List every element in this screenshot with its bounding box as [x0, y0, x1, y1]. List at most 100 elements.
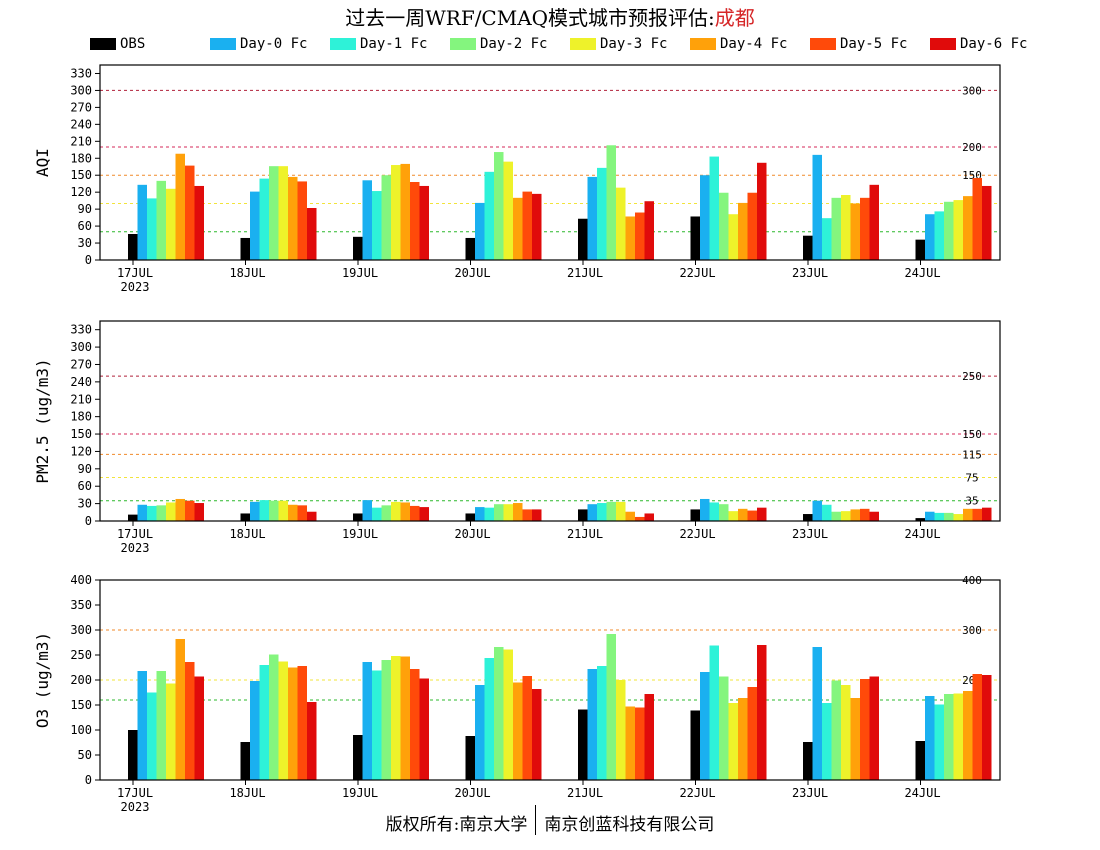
x-tick-label: 20JUL: [454, 786, 490, 800]
bar-day-6-fc: [532, 509, 542, 521]
bar-day-3-fc: [166, 502, 176, 521]
bar-day-0-fc: [700, 175, 710, 260]
bar-day-0-fc: [475, 202, 485, 260]
legend-swatch: [210, 38, 236, 50]
bar-day-1-fc: [709, 502, 719, 521]
bar-day-3-fc: [616, 680, 626, 780]
bar-day-0-fc: [925, 214, 935, 260]
bar-day-4-fc: [625, 216, 635, 260]
y-tick-label: 120: [70, 444, 92, 458]
bar-day-2-fc: [156, 671, 166, 780]
chart-panel-3: 400300200160050100150200250300350400O3 (…: [33, 573, 1001, 814]
bar-day-1-fc: [934, 512, 944, 521]
y-tick-label: 0: [85, 253, 92, 267]
chart-panel-2: 250 150 115 75 35 0 30 60 90 120 150 180 210 240 270 30…: [33, 320, 1001, 555]
legend-label: Day-4 Fc: [720, 36, 788, 52]
bar-obs: [690, 710, 700, 780]
bar-day-2-fc: [381, 505, 391, 521]
x-tick-label: 19JUL: [342, 266, 378, 280]
bar-day-1-fc: [934, 704, 944, 780]
bar-day-0-fc: [700, 672, 710, 780]
bar-obs: [915, 518, 925, 521]
chart-title-main: 过去一周WRF/CMAQ模式城市预报评估:: [345, 6, 715, 30]
bar-day-4-fc: [738, 508, 748, 521]
y-tick-label: 300: [70, 83, 92, 97]
bar-day-5-fc: [522, 191, 532, 260]
y-tick-label: 210: [70, 392, 92, 406]
bar-day-2-fc: [494, 504, 504, 521]
y-tick-label: 100: [70, 723, 92, 737]
bar-day-3-fc: [616, 501, 626, 521]
bar-day-6-fc: [194, 185, 204, 260]
y-tick-label: 270: [70, 357, 92, 371]
x-tick-label: 18JUL: [229, 266, 265, 280]
bar-obs: [578, 509, 588, 521]
x-tick-label: 23JUL: [792, 786, 828, 800]
bar-day-4-fc: [400, 163, 410, 260]
y-tick-label: 150: [70, 427, 92, 441]
y-tick-label: 50: [78, 748, 92, 762]
legend-item-day-4-fc: Day-4 Fc: [690, 34, 787, 54]
y-tick-label: 270: [70, 100, 92, 114]
bar-day-1-fc: [372, 191, 382, 260]
y-axis-label: AQI: [33, 148, 52, 177]
bar-obs: [690, 509, 700, 521]
bar-day-6-fc: [869, 676, 879, 780]
bar-day-3-fc: [841, 685, 851, 780]
bar-day-3-fc: [391, 501, 401, 521]
bar-day-4-fc: [850, 509, 860, 521]
bar-day-0-fc: [475, 507, 485, 521]
y-tick-label: 120: [70, 185, 92, 199]
x-tick-label: 24JUL: [904, 266, 940, 280]
bar-day-6-fc: [982, 185, 992, 260]
x-tick-label: 22JUL: [679, 527, 715, 541]
y-tick-label: 90: [78, 462, 92, 476]
y-tick-label: 30: [78, 236, 92, 250]
bar-day-1-fc: [597, 167, 607, 260]
bar-day-0-fc: [812, 647, 822, 780]
y-tick-label: 150: [70, 698, 92, 712]
bar-day-3-fc: [278, 166, 288, 260]
legend-item-day-6-fc: Day-6 Fc: [930, 34, 1027, 54]
bar-day-5-fc: [410, 182, 420, 260]
bar-day-4-fc: [738, 698, 748, 780]
legend-swatch: [690, 38, 716, 50]
bar-day-2-fc: [831, 511, 841, 521]
bar-day-4-fc: [625, 511, 635, 521]
legend-label: Day-3 Fc: [600, 36, 668, 52]
y-tick-label: 250: [70, 648, 92, 662]
bar-day-0-fc: [475, 685, 485, 780]
y-tick-label: 210: [70, 134, 92, 148]
bar-day-3-fc: [166, 683, 176, 780]
bar-day-1-fc: [372, 670, 382, 780]
y-axis-label: PM2.5 (ug/m3): [33, 358, 52, 483]
bar-day-4-fc: [175, 153, 185, 260]
y-tick-label: 400: [70, 573, 92, 587]
bar-day-4-fc: [175, 639, 185, 780]
y-tick-label: 240: [70, 117, 92, 131]
copyright-right: 南京创蓝科技有限公司: [544, 815, 715, 835]
bar-day-2-fc: [606, 501, 616, 521]
x-tick-label: 21JUL: [567, 527, 603, 541]
x-tick-label: 19JUL: [342, 786, 378, 800]
threshold-label: 300: [962, 624, 982, 637]
bar-day-4-fc: [963, 196, 973, 260]
bar-day-2-fc: [269, 500, 279, 521]
bar-day-5-fc: [410, 505, 420, 521]
bar-day-5-fc: [747, 687, 757, 780]
copyright-left: 版权所有:南京大学: [385, 815, 528, 835]
bar-day-0-fc: [362, 662, 372, 780]
chart-title: 过去一周WRF/CMAQ模式城市预报评估:成都: [0, 2, 1100, 31]
bar-day-2-fc: [156, 505, 166, 521]
x-tick-label: 18JUL: [229, 786, 265, 800]
bar-day-2-fc: [944, 694, 954, 780]
legend-label: Day-2 Fc: [480, 36, 548, 52]
bar-day-5-fc: [860, 197, 870, 260]
threshold-label: 115: [962, 448, 982, 461]
bar-day-0-fc: [362, 500, 372, 521]
bar-day-6-fc: [644, 513, 654, 521]
bar-obs: [128, 514, 138, 521]
bar-day-1-fc: [147, 198, 157, 260]
bar-obs: [803, 514, 813, 521]
